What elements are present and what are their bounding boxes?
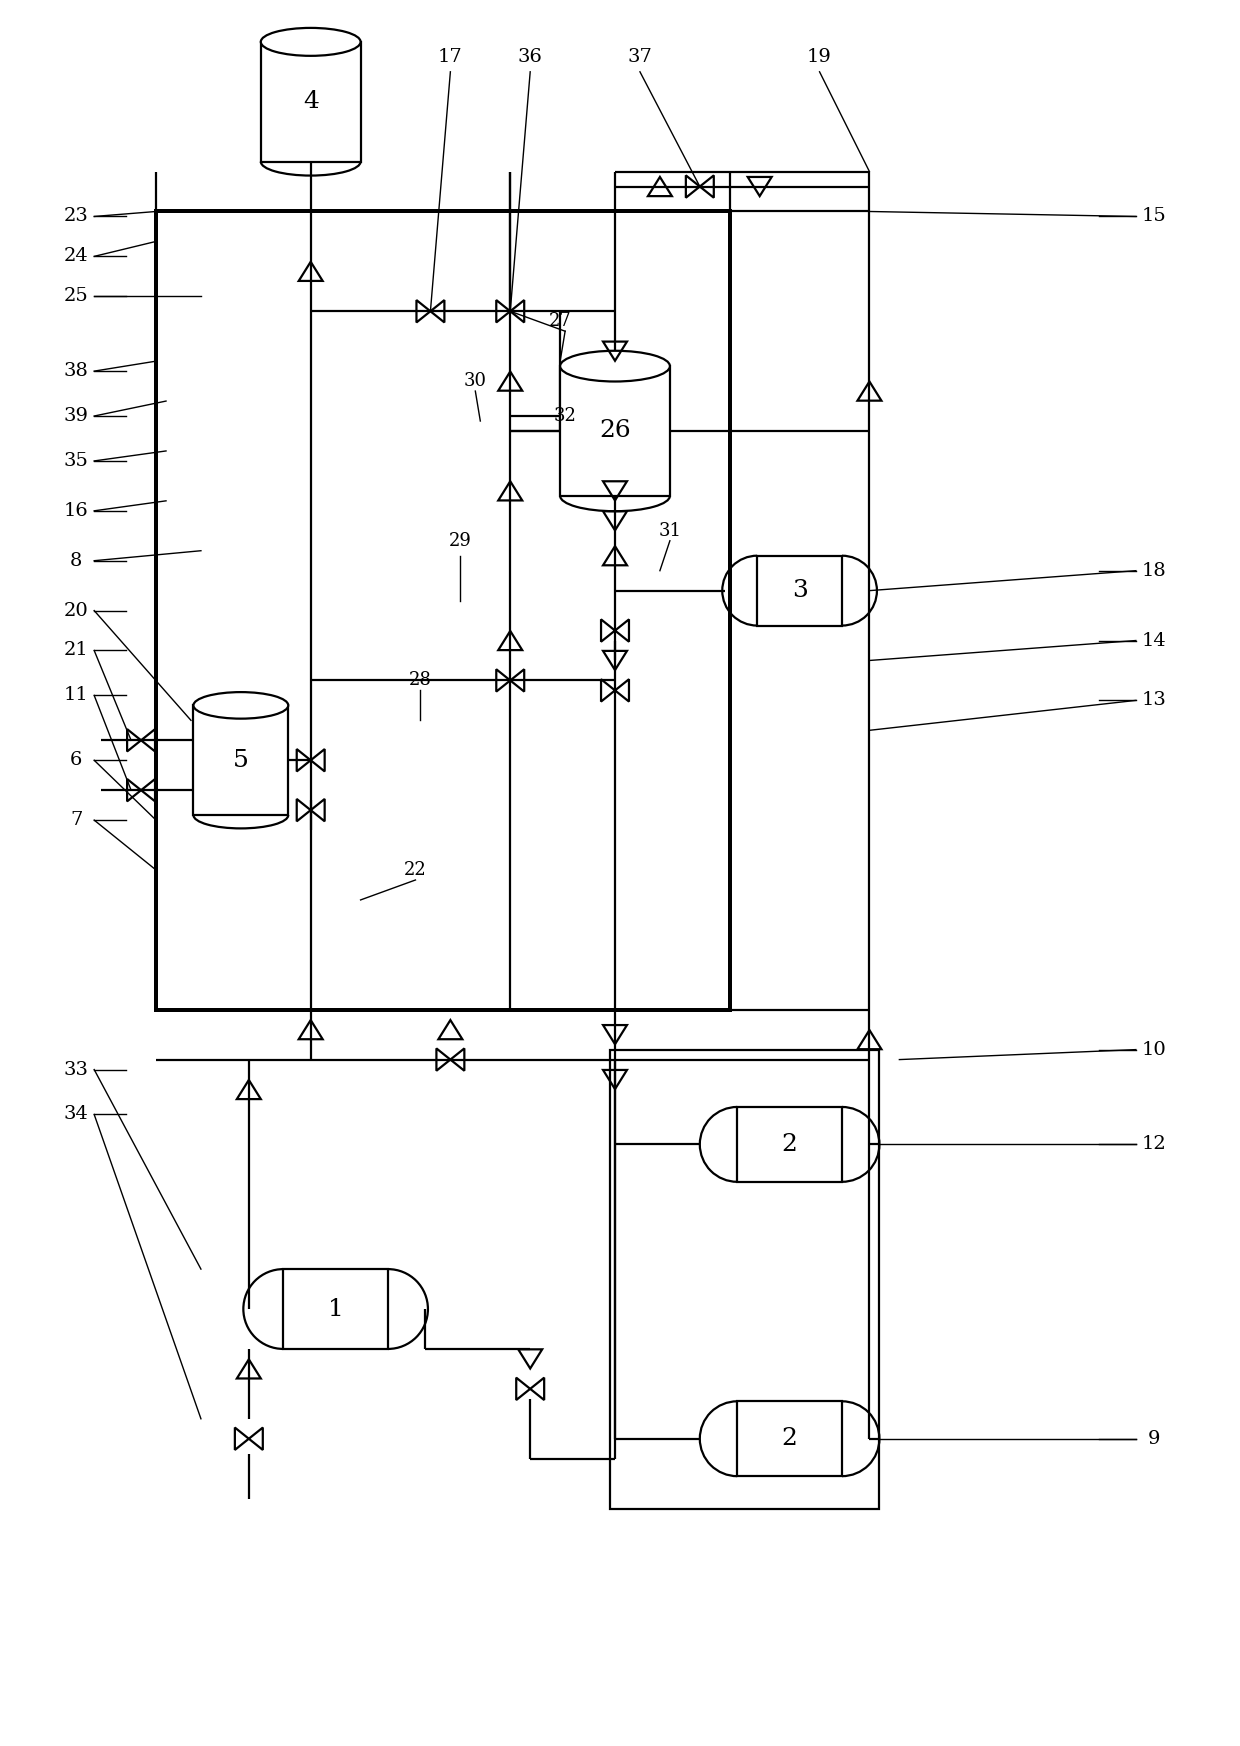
Text: 13: 13 — [1141, 691, 1167, 709]
Text: 33: 33 — [63, 1060, 89, 1079]
Bar — [193, 705, 288, 815]
Text: 10: 10 — [1142, 1041, 1166, 1058]
Bar — [738, 1402, 842, 1475]
Text: 35: 35 — [63, 452, 88, 470]
Text: 4: 4 — [303, 91, 319, 113]
Bar — [610, 1049, 879, 1509]
Text: 32: 32 — [554, 407, 577, 424]
Text: 38: 38 — [63, 361, 88, 381]
Ellipse shape — [260, 28, 361, 56]
Text: 27: 27 — [549, 313, 572, 330]
Text: 1: 1 — [327, 1297, 343, 1320]
Text: 23: 23 — [63, 208, 88, 225]
Text: 3: 3 — [791, 580, 807, 602]
Text: 22: 22 — [404, 861, 427, 878]
Text: 17: 17 — [438, 47, 463, 66]
Text: 29: 29 — [449, 533, 471, 550]
Text: 34: 34 — [63, 1105, 88, 1123]
Text: 7: 7 — [69, 812, 82, 829]
Text: 15: 15 — [1142, 208, 1166, 225]
Bar — [758, 555, 842, 625]
Text: 21: 21 — [63, 641, 88, 660]
Text: 26: 26 — [599, 419, 631, 442]
Text: 30: 30 — [464, 372, 487, 389]
Text: 12: 12 — [1142, 1135, 1166, 1154]
Text: 31: 31 — [658, 522, 682, 540]
Bar — [560, 367, 670, 496]
Text: 8: 8 — [69, 552, 82, 569]
Text: 19: 19 — [807, 47, 832, 66]
Text: 20: 20 — [63, 602, 88, 620]
Text: 16: 16 — [63, 501, 88, 520]
Text: 28: 28 — [409, 672, 432, 690]
Text: 9: 9 — [1147, 1430, 1161, 1447]
Text: 2: 2 — [781, 1426, 797, 1451]
Text: 5: 5 — [233, 749, 249, 772]
Text: 2: 2 — [781, 1133, 797, 1156]
Text: 18: 18 — [1142, 562, 1166, 580]
Bar — [738, 1107, 842, 1182]
Text: 36: 36 — [518, 47, 543, 66]
Ellipse shape — [193, 691, 288, 719]
Bar — [156, 211, 730, 1009]
Text: 25: 25 — [63, 288, 88, 306]
Text: 24: 24 — [63, 248, 88, 265]
Text: 39: 39 — [63, 407, 89, 424]
Text: 6: 6 — [69, 751, 82, 770]
Text: 11: 11 — [63, 686, 88, 704]
Bar — [283, 1269, 388, 1350]
Bar — [260, 42, 361, 162]
Ellipse shape — [560, 351, 670, 382]
Text: 14: 14 — [1142, 632, 1166, 650]
Text: 37: 37 — [627, 47, 652, 66]
